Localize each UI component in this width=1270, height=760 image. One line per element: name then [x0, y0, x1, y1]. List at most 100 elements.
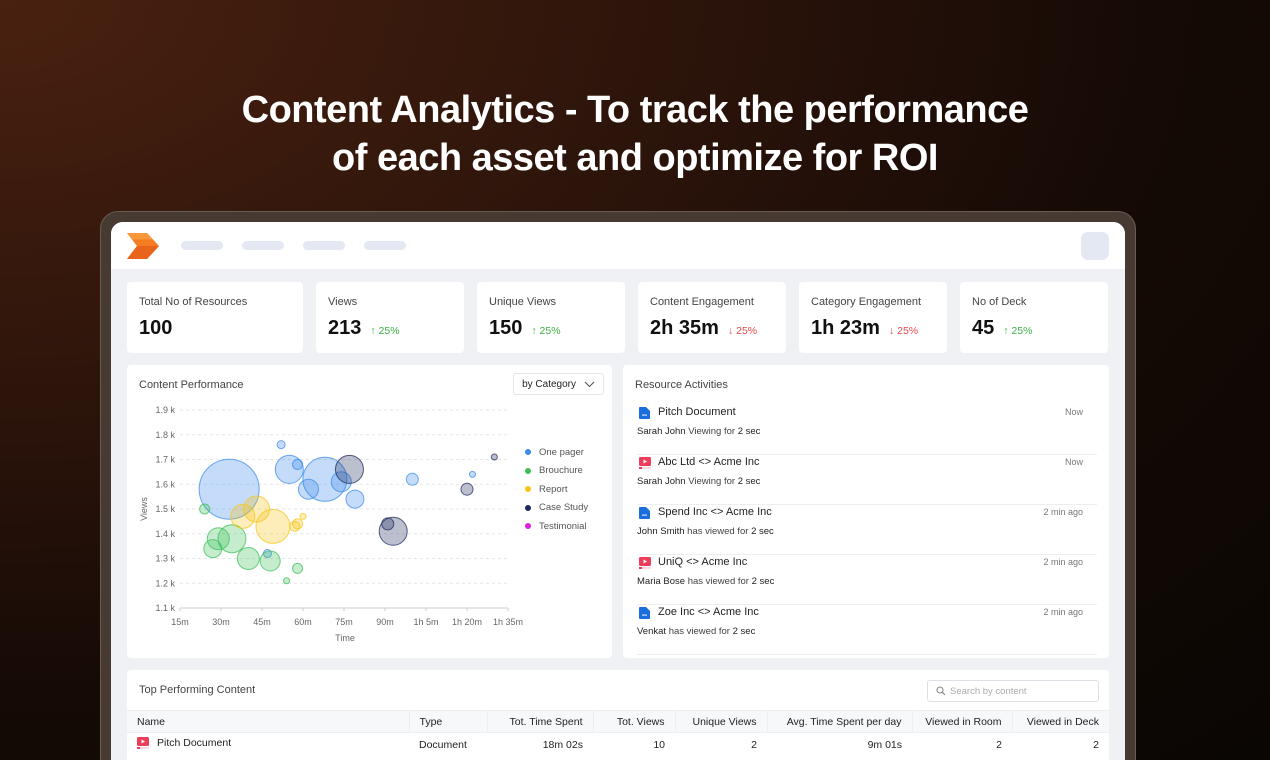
app-screen: Total No of Resources 100 Views 213 ↑ 25%…: [111, 222, 1125, 760]
cell-views: 10: [653, 738, 665, 751]
bubble-point[interactable]: [405, 472, 419, 486]
legend-dot-icon: [525, 523, 531, 530]
stat-value: 213: [328, 317, 362, 339]
stat-delta: ↓ 25%: [888, 325, 919, 337]
bubble-point[interactable]: [255, 508, 291, 544]
stat-delta: ↑ 25%: [370, 325, 400, 337]
stat-card-total-resources: Total No of Resources 100: [127, 282, 303, 353]
svg-text:45m: 45m: [253, 617, 271, 627]
bubble-point[interactable]: [378, 516, 408, 546]
column-header-unique-views[interactable]: Unique Views: [674, 710, 767, 733]
stat-card-no-of-deck: No of Deck 45 ↑ 25%: [960, 282, 1108, 353]
stat-delta: ↑ 25%: [531, 325, 561, 337]
cell-viewed-in-deck: 2: [1093, 738, 1099, 751]
stat-card-category-engagement: Category Engagement 1h 23m ↓ 25%: [799, 282, 947, 353]
cell-time-spent: 18m 02s: [542, 738, 583, 751]
svg-text:1h 5m: 1h 5m: [413, 617, 438, 627]
svg-text:1.5 k: 1.5 k: [155, 504, 175, 514]
chart-legend: One pager Brouchure Report Case Study Testim…: [525, 443, 588, 536]
activity-time: Now: [1064, 457, 1083, 467]
bubble-point[interactable]: [299, 512, 307, 520]
svg-text:1.9 k: 1.9 k: [155, 405, 175, 415]
bubble-point[interactable]: [292, 458, 304, 470]
bubble-point[interactable]: [334, 454, 364, 484]
brand-logo-icon[interactable]: [127, 232, 159, 259]
search-input[interactable]: Search by content: [927, 680, 1099, 702]
legend-item[interactable]: Brouchure: [525, 462, 588, 481]
bubble-point[interactable]: [199, 503, 211, 515]
activity-description: Venkat has viewed for 2 sec: [637, 626, 756, 637]
video-icon: [137, 737, 149, 750]
bubble-point[interactable]: [259, 550, 281, 572]
legend-label: Brouchure: [539, 465, 583, 477]
activity-item[interactable]: Spend Inc <> Acme Inc 2 min ago John Smith…: [637, 505, 1097, 555]
stats-row: Total No of Resources 100 Views 213 ↑ 25%…: [127, 282, 1109, 353]
activity-item[interactable]: UniQ <> Acme Inc 2 min ago Maria Bose has …: [637, 555, 1097, 605]
category-dropdown[interactable]: by Category: [513, 373, 604, 395]
bubble-chart[interactable]: 1.1 k 1.2 k 1.3 k 1.4 k 1.5 k 1.6 k 1.7 k 1.8 k…: [127, 395, 527, 655]
stat-value: 1h 23m: [811, 317, 880, 339]
column-header-type[interactable]: Type: [408, 710, 487, 733]
column-header-views[interactable]: Tot. Views: [592, 710, 675, 733]
legend-item[interactable]: Testimonial: [525, 517, 588, 536]
dropdown-label: by Category: [522, 378, 576, 390]
bubble-point[interactable]: [292, 518, 304, 530]
stat-label: Unique Views: [489, 296, 557, 308]
activity-item-partial[interactable]: [637, 655, 1097, 658]
svg-text:75m: 75m: [335, 617, 353, 627]
bubble-point[interactable]: [330, 471, 352, 493]
cell-type: Document: [419, 738, 467, 751]
bubble-point[interactable]: [345, 489, 365, 509]
activity-item[interactable]: Pitch Document Now Sarah John Viewing for …: [637, 405, 1097, 455]
activity-description: John Smith has viewed for 2 sec: [637, 526, 774, 537]
bubble-point[interactable]: [490, 453, 498, 461]
bubble-point[interactable]: [460, 482, 474, 496]
activity-time: 2 min ago: [1043, 557, 1083, 567]
activity-time: Now: [1064, 407, 1083, 417]
legend-label: Testimonial: [539, 520, 587, 532]
table-row[interactable]: Pitch Document Document 18m 02s 10 2 9m …: [127, 733, 1109, 757]
activity-time: 2 min ago: [1043, 507, 1083, 517]
hero-line-1: Content Analytics - To track the perform…: [241, 89, 1029, 131]
stat-card-content-engagement: Content Engagement 2h 35m ↓ 25%: [638, 282, 786, 353]
column-header-avg-time[interactable]: Avg. Time Spent per day: [766, 710, 912, 733]
card-title: Top Performing Content: [139, 684, 256, 696]
resource-activities-card: Resource Activities Pitch Document Now Sar…: [623, 365, 1109, 658]
card-title: Content Performance: [139, 379, 244, 391]
document-icon: [639, 506, 650, 519]
column-header-time-spent[interactable]: Tot. Time Spent: [486, 710, 593, 733]
activity-item[interactable]: Zoe Inc <> Acme Inc 2 min ago Venkat has v…: [637, 605, 1097, 655]
bubble-point[interactable]: [292, 562, 304, 574]
nav-item-1[interactable]: [181, 241, 223, 250]
stat-delta: ↑ 25%: [1003, 325, 1033, 337]
stat-value: 45: [972, 317, 995, 339]
svg-text:1.2 k: 1.2 k: [155, 578, 175, 588]
legend-label: One pager: [539, 446, 584, 458]
bubble-point[interactable]: [230, 503, 256, 529]
svg-text:1h 20m: 1h 20m: [452, 617, 482, 627]
stat-card-unique-views: Unique Views 150 ↑ 25%: [477, 282, 625, 353]
legend-item[interactable]: One pager: [525, 443, 588, 462]
bubble-point[interactable]: [236, 547, 260, 570]
avatar[interactable]: [1081, 232, 1109, 260]
svg-text:90m: 90m: [376, 617, 394, 627]
top-performing-content-card: Top Performing Content Search by content…: [127, 670, 1109, 760]
column-header-name[interactable]: Name: [127, 710, 409, 733]
bubble-point[interactable]: [217, 524, 247, 554]
nav-item-4[interactable]: [364, 241, 406, 250]
bubble-point[interactable]: [283, 577, 291, 585]
bubble-point[interactable]: [274, 454, 304, 484]
nav-item-2[interactable]: [242, 241, 284, 250]
legend-item[interactable]: Report: [525, 480, 588, 499]
svg-text:1.3 k: 1.3 k: [155, 554, 175, 564]
legend-item[interactable]: Case Study: [525, 499, 588, 518]
legend-dot-icon: [525, 449, 531, 456]
bubble-point[interactable]: [468, 470, 476, 478]
bubble-point[interactable]: [276, 440, 286, 450]
stat-label: Total No of Resources: [139, 296, 248, 308]
activity-item[interactable]: Abc Ltd <> Acme Inc Now Sarah John Viewing…: [637, 455, 1097, 505]
nav-item-3[interactable]: [303, 241, 345, 250]
column-header-viewed-in-room[interactable]: Viewed in Room: [911, 710, 1012, 733]
column-header-viewed-in-deck[interactable]: Viewed in Deck: [1011, 710, 1109, 733]
stat-label: Views: [328, 296, 358, 308]
